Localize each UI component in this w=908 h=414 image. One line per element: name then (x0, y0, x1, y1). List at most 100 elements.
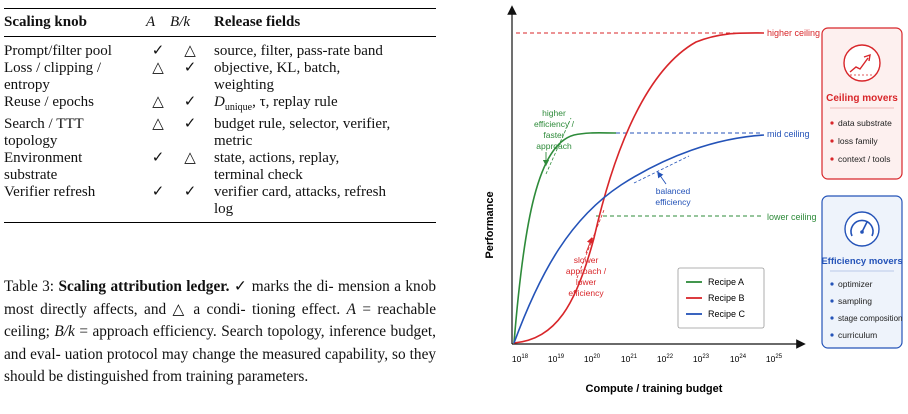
efficiency-mover-item: curriculum (838, 330, 877, 340)
annotation-line: efficiency / (534, 119, 575, 129)
bullet (830, 316, 834, 320)
table-row: Prompt/filter pool ✓ △ source, filter, p… (4, 37, 436, 61)
trend-up-icon (843, 44, 881, 82)
annotation-line: higher (542, 108, 566, 118)
cell-bk: ✓ (183, 116, 197, 132)
table-header-row: Scaling knob A B/k Release fields (4, 8, 436, 37)
gauge-icon-needle (861, 221, 868, 233)
cell-fields: budget rule, selector, verifier, metric (214, 116, 391, 149)
recipe-b-curve (513, 32, 765, 344)
cell-bk: ✓ (183, 94, 197, 110)
mid-ceiling-label: mid ceiling (767, 129, 810, 139)
x-tick-label: 1021 (621, 354, 638, 364)
efficiency-movers-box (821, 195, 903, 349)
annotation-line: faster (543, 130, 564, 140)
gauge-icon-arc (850, 219, 874, 237)
cell-fields: Dunique, τ, replay rule (214, 94, 338, 113)
legend-label-c: Recipe C (708, 309, 746, 319)
annotation-line: efficiency (655, 197, 691, 207)
x-tick-label: 1020 (584, 354, 601, 364)
cell-knob: Prompt/filter pool (4, 43, 112, 59)
bullet (830, 139, 834, 143)
lower-ceiling-label: lower ceiling (767, 212, 817, 222)
table-caption: Table 3: Scaling attribution ledger. ✓ m… (4, 278, 437, 385)
annotation-line: efficiency (568, 288, 604, 298)
efficiency-movers-title: Efficiency movers (821, 256, 902, 267)
gauge-icon-hub (860, 230, 864, 234)
cell-knob: Environment substrate (4, 150, 83, 183)
bullet (830, 282, 834, 286)
annotation-line: balanced (656, 186, 691, 196)
table-row: Reuse / epochs △ ✓ Dunique, τ, replay ru… (4, 94, 436, 116)
x-axis-label: Compute / training budget (586, 383, 723, 395)
red-arrow (585, 237, 593, 254)
x-tick-label: 1018 (512, 354, 529, 364)
efficiency-mover-item: sampling (838, 296, 872, 306)
cell-a: △ (152, 94, 164, 110)
cell-a: ✓ (151, 43, 165, 59)
ceiling-movers-box (821, 27, 903, 180)
bullet (830, 333, 834, 337)
legend-label-b: Recipe B (708, 293, 745, 303)
table-row: Environment substrate ✓ △ state, actions,… (4, 150, 436, 184)
caption-label: Table 3: (4, 278, 55, 295)
y-axis-label: Performance (484, 191, 496, 258)
cell-knob: Verifier refresh (4, 184, 96, 200)
cell-fields: objective, KL, batch, weighting (214, 60, 341, 93)
table-row: Search / TTT topology △ ✓ budget rule, se… (4, 116, 436, 150)
recipe-a-curve (513, 132, 617, 344)
annotation-line: approach (536, 141, 572, 151)
table-section: Scaling knob A B/k Release fields Prompt… (4, 0, 436, 409)
header-knob: Scaling knob (4, 14, 87, 30)
ceiling-movers-panel: Ceiling movers data substrate loss famil… (821, 27, 903, 180)
x-tick-label: 1025 (766, 354, 783, 364)
x-tick-label: 1023 (693, 354, 710, 364)
green-annotation: higher efficiency / faster approach (534, 108, 575, 151)
efficiency-mover-item: stage composition (838, 314, 902, 323)
scaling-ledger-table: Scaling knob A B/k Release fields Prompt… (4, 8, 436, 223)
caption-title: Scaling attribution ledger. (58, 278, 230, 295)
cell-a: △ (152, 116, 164, 132)
blue-arrow (657, 171, 667, 185)
annotation-line: approach / (566, 266, 607, 276)
scaling-figure-svg: Performance Compute / training budget 10… (484, 5, 903, 395)
annotation-line: lower (576, 277, 596, 287)
gauge-icon (844, 211, 880, 247)
cell-bk: ✓ (183, 60, 197, 76)
legend-label-a: Recipe A (708, 277, 744, 287)
efficiency-movers-panel: Efficiency movers optimizer sampling sta… (821, 195, 903, 349)
ceiling-mover-item: context / tools (838, 154, 890, 164)
cell-bk: ✓ (183, 184, 197, 200)
blue-tangent (633, 155, 690, 184)
ceiling-mover-item: loss family (838, 136, 878, 146)
table-row: Loss / clipping / entropy △ ✓ objective, … (4, 60, 436, 94)
ceiling-movers-title: Ceiling movers (826, 93, 898, 104)
trend-up-icon-arrow (863, 53, 871, 62)
green-tangent (545, 117, 572, 175)
cell-knob: Reuse / epochs (4, 94, 94, 110)
x-tick-labels: 1018 1019 1020 1021 1022 1023 1024 1025 (512, 354, 783, 364)
x-tick-label: 1019 (548, 354, 565, 364)
bullet (830, 157, 834, 161)
legend-box (677, 267, 765, 329)
cell-fields: verifier card, attacks, refresh log (214, 184, 386, 217)
header-bk: B/k (170, 14, 190, 30)
cell-fields: source, filter, pass-rate band (214, 43, 383, 59)
cell-a: ✓ (151, 184, 165, 200)
cell-knob: Search / TTT topology (4, 116, 84, 149)
cell-a: △ (152, 60, 164, 76)
legend: Recipe A Recipe B Recipe C (677, 267, 765, 329)
red-annotation: slower approach / lower efficiency (566, 255, 607, 298)
table-row: Verifier refresh ✓ ✓ verifier card, atta… (4, 184, 436, 223)
cell-a: ✓ (151, 150, 165, 166)
bullet (830, 299, 834, 303)
ceiling-mover-item: data substrate (838, 118, 892, 128)
header-fields: Release fields (214, 14, 301, 30)
cell-bk: △ (184, 150, 196, 166)
blue-annotation: balanced efficiency (655, 186, 691, 207)
scaling-figure: Performance Compute / training budget 10… (446, 0, 908, 409)
bullet (830, 121, 834, 125)
cell-knob: Loss / clipping / entropy (4, 60, 102, 93)
trend-up-icon-line (849, 57, 869, 73)
cell-bk: △ (184, 43, 196, 59)
